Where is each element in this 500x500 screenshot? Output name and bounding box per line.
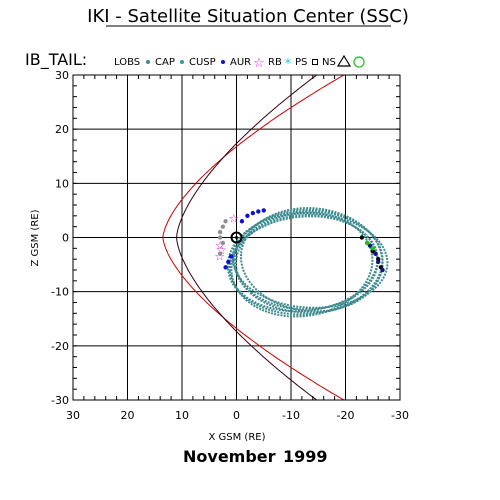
- earth-circle: [230, 231, 243, 244]
- legend-marker-dot: [146, 60, 150, 64]
- legend-marker-square: [312, 59, 318, 65]
- legend-label-lobs: LOBS: [114, 57, 140, 68]
- legend-marker-dot: [180, 60, 184, 64]
- marker-cusp: [250, 210, 256, 216]
- x-tick-label: -10: [282, 409, 300, 422]
- legend-label-cap: CAP: [155, 57, 175, 68]
- legend: LOBS CAP CUSP AUR ☆ RB * PS NS: [114, 54, 365, 72]
- legend-marker-triangle: [336, 54, 352, 67]
- marker-aur: ☆: [216, 243, 227, 257]
- y-tick-label: 10: [55, 177, 69, 190]
- legend-marker-dot: [221, 60, 225, 64]
- legend-marker-star: ☆: [253, 56, 265, 71]
- x-axis-title: X GSM (RE): [208, 432, 265, 443]
- marker-cap: [217, 235, 223, 240]
- marker-cusp: [226, 259, 231, 265]
- legend-marker-asterisk: *: [285, 57, 292, 72]
- boundary-curves: [162, 75, 345, 400]
- region-markers: ☆☆☆☆: [214, 208, 385, 273]
- date-month: November: [183, 447, 276, 466]
- x-tick-label: 30: [66, 409, 80, 422]
- legend-label-rb: RB: [268, 57, 282, 68]
- orbit-tracks: [226, 207, 389, 318]
- x-tick-label: -30: [391, 409, 409, 422]
- x-tick-label: 10: [175, 409, 189, 422]
- legend-marker-circle: [353, 56, 365, 68]
- y-tick-label: 0: [62, 232, 69, 245]
- marker-ps: [376, 259, 381, 265]
- marker-cap: [220, 240, 226, 246]
- x-tick-label: 20: [121, 409, 135, 422]
- boundary-magnetopause: [162, 75, 345, 400]
- earth-marker: [230, 231, 243, 244]
- marker-ps: [373, 251, 378, 256]
- y-tick-label: -20: [51, 340, 69, 353]
- x-tick-label: 0: [233, 409, 240, 422]
- earth-center: [235, 236, 238, 239]
- marker-ps: [380, 267, 385, 273]
- orbit-track: [230, 211, 374, 318]
- chart-title: IKI - Satellite Situation Center (SSC): [87, 6, 409, 27]
- boundary-bow-shock: [176, 75, 318, 400]
- y-tick-label: -30: [51, 394, 69, 407]
- marker-rb: [370, 246, 375, 251]
- marker-cusp: [239, 219, 245, 224]
- x-tick-label: -20: [337, 409, 355, 422]
- legend-label-ps: PS: [295, 57, 307, 68]
- legend-label-aur: AUR: [230, 57, 251, 68]
- marker-ns: [359, 235, 365, 240]
- marker-aur: ☆: [215, 239, 226, 253]
- legend-label-cusp: CUSP: [189, 57, 216, 68]
- marker-ps: [367, 243, 373, 248]
- marker-aur: ☆: [228, 212, 239, 226]
- marker-cusp: [223, 265, 228, 270]
- marker-cap: [220, 224, 226, 229]
- y-tick-label: 30: [55, 69, 69, 82]
- marker-cap: [217, 229, 223, 235]
- y-tick-label: 20: [55, 123, 69, 136]
- axis-ticks: 30 20 10 0 -10 -20 -30 -30 -20 -10 0 10 20 30: [51, 69, 409, 422]
- marker-aur: ☆: [214, 249, 225, 263]
- marker-cap: [223, 219, 228, 224]
- series-label: IB_TAIL:: [25, 50, 87, 70]
- marker-cusp: [228, 254, 234, 259]
- date-year: 1999: [283, 447, 328, 466]
- marker-rb: [365, 240, 370, 246]
- y-axis-title: Z GSM (RE): [30, 209, 41, 266]
- legend-label-ns: NS: [322, 57, 336, 68]
- marker-cusp: [245, 213, 250, 219]
- marker-cap: [217, 251, 223, 256]
- marker-cusp: [256, 209, 261, 214]
- y-tick-label: -10: [51, 286, 69, 299]
- marker-cusp: [261, 208, 266, 213]
